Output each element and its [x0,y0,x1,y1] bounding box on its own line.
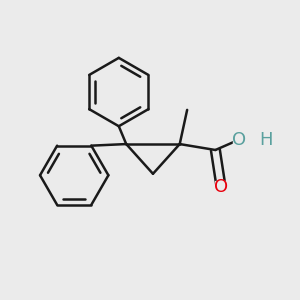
Text: O: O [214,178,228,196]
Text: O: O [232,130,246,148]
Text: H: H [259,130,273,148]
Bar [215,181,228,194]
Bar [233,134,245,145]
